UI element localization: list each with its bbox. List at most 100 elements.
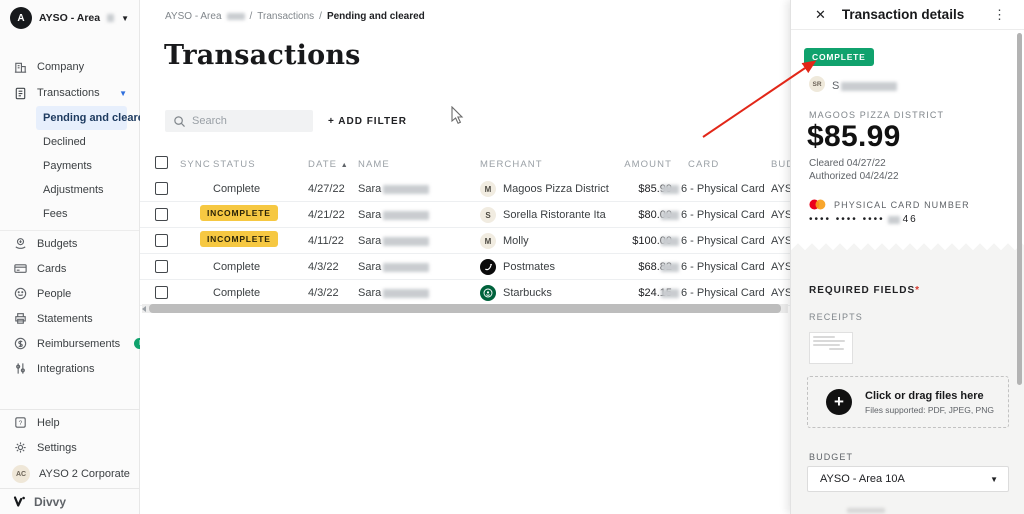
file-upload-dropzone[interactable]: + Click or drag files here Files support…	[807, 376, 1009, 428]
column-header-merchant[interactable]: MERCHANT	[480, 159, 543, 170]
upload-title: Click or drag files here	[865, 389, 984, 402]
breadcrumb-item[interactable]: Transactions	[257, 11, 315, 22]
horizontal-scrollbar-thumb[interactable]	[149, 304, 781, 313]
budgets-icon	[12, 236, 28, 252]
add-filter-button[interactable]: + ADD FILTER	[328, 116, 407, 127]
budget-cell: AYSO	[771, 183, 790, 195]
breadcrumb-item-current: Pending and cleared	[326, 11, 425, 22]
table-header: SYNC STATUS DATE ▲ NAME MERCHANT AMOUNT …	[140, 152, 790, 176]
table-row[interactable]: INCOMPLETE 4/11/22 Sara M Molly $100.00 …	[140, 228, 790, 254]
card-cell: 6 - Physical Card	[661, 287, 765, 299]
sidebar-item-adjustments[interactable]: Adjustments	[36, 178, 127, 202]
breadcrumb: AYSO - Area / Transactions / Pending and…	[165, 11, 425, 22]
table-row[interactable]: Complete 4/3/22 Sara Starbucks $24.15 6 …	[140, 280, 790, 306]
card-number-label: PHYSICAL CARD NUMBER	[834, 199, 970, 210]
row-checkbox[interactable]	[155, 260, 168, 273]
budget-select[interactable]: AYSO - Area 10A ▼	[807, 466, 1009, 492]
sidebar-subitem-label: Adjustments	[43, 184, 104, 196]
breadcrumb-item[interactable]: AYSO - Area	[165, 11, 222, 22]
upload-subtitle: Files supported: PDF, JPEG, PNG	[865, 404, 994, 415]
card-cell: 6 - Physical Card	[661, 235, 765, 247]
sidebar-subitem-label: Fees	[43, 208, 68, 220]
merchant-avatar: M	[480, 181, 496, 197]
column-header-name[interactable]: NAME	[358, 159, 390, 170]
postmates-logo-icon	[480, 259, 496, 275]
account-switcher[interactable]: A AYSO - Area ▼	[0, 0, 139, 36]
starbucks-logo-icon	[480, 285, 496, 301]
sidebar-item-cards[interactable]: Cards	[0, 256, 139, 281]
sidebar-item-label: Transactions	[37, 87, 100, 99]
sidebar-item-label: Integrations	[37, 362, 95, 375]
plus-icon: +	[826, 389, 852, 415]
table-row[interactable]: Complete 4/3/22 Sara Postmates $68.82 6 …	[140, 254, 790, 280]
amount-cell: $80.00	[638, 209, 672, 221]
column-header-sync[interactable]: SYNC	[180, 159, 211, 170]
select-all-checkbox[interactable]	[155, 156, 168, 169]
sidebar-item-reimbursements[interactable]: Reimbursements NEW	[0, 331, 162, 356]
building-icon	[12, 59, 28, 75]
sidebar-item-corporate-account[interactable]: AC AYSO 2 Corporate	[0, 460, 139, 488]
sidebar-item-label: Company	[37, 61, 85, 73]
row-checkbox[interactable]	[155, 182, 168, 195]
redacted-account-name	[107, 14, 115, 22]
row-checkbox[interactable]	[155, 234, 168, 247]
brand-name: Divvy	[34, 494, 67, 509]
card-number-masked: •••• •••• •••• 46	[809, 214, 918, 225]
status-cell: INCOMPLETE	[200, 231, 278, 247]
account-name: AYSO - Area	[39, 12, 101, 24]
column-header-status[interactable]: STATUS	[213, 159, 256, 170]
sidebar-item-label: Help	[37, 416, 60, 429]
sidebar-item-payments[interactable]: Payments	[36, 154, 127, 178]
vertical-scrollbar-thumb[interactable]	[1017, 33, 1022, 385]
sidebar-item-people[interactable]: People	[0, 281, 139, 306]
search-box[interactable]	[165, 110, 313, 132]
table-row[interactable]: Complete 4/27/22 Sara M Magoos Pizza Dis…	[140, 176, 790, 202]
merchant-cell: Molly	[503, 235, 529, 247]
sidebar-item-help[interactable]: ? Help	[0, 410, 139, 435]
status-cell: INCOMPLETE	[200, 205, 278, 221]
receipts-label: RECEIPTS	[809, 312, 863, 322]
sidebar-item-budgets[interactable]: Budgets	[0, 231, 139, 256]
scroll-left-arrow[interactable]	[142, 306, 146, 312]
sidebar-subitem-label: Payments	[43, 160, 92, 172]
close-icon[interactable]: ✕	[815, 6, 826, 22]
sidebar-item-integrations[interactable]: Integrations	[0, 356, 139, 381]
sidebar-item-transactions[interactable]: Transactions ▼	[0, 80, 139, 106]
column-header-amount[interactable]: AMOUNT	[624, 159, 672, 170]
horizontal-scrollbar[interactable]	[142, 304, 788, 313]
panel-header: ✕ Transaction details ⋮	[791, 0, 1024, 30]
sliders-icon	[12, 361, 28, 377]
merchant-cell: Starbucks	[503, 287, 552, 299]
date-cell: 4/21/22	[308, 209, 345, 221]
name-cell: Sara	[358, 287, 430, 299]
search-input[interactable]	[192, 115, 302, 127]
panel-merchant-label: MAGOOS PIZZA DISTRICT	[809, 110, 945, 120]
row-checkbox[interactable]	[155, 286, 168, 299]
sidebar-item-settings[interactable]: Settings	[0, 435, 139, 460]
table-row[interactable]: INCOMPLETE 4/21/22 Sara S Sorella Ristor…	[140, 202, 790, 228]
required-fields-heading: REQUIRED FIELDS*	[809, 285, 921, 296]
budget-cell: AYSO	[771, 287, 790, 299]
sidebar-item-declined[interactable]: Declined	[36, 130, 127, 154]
column-header-card[interactable]: CARD	[688, 159, 720, 170]
status-cell: Complete	[213, 287, 261, 299]
receipt-thumbnail[interactable]	[809, 332, 853, 364]
chevron-down-icon: ▼	[119, 88, 127, 98]
merchant-avatar: M	[480, 233, 496, 249]
account-avatar: A	[10, 7, 32, 29]
column-header-date[interactable]: DATE ▲	[308, 159, 349, 170]
sidebar-item-pending-and-cleared[interactable]: Pending and cleared	[36, 106, 151, 130]
sidebar-item-label: Statements	[37, 312, 93, 325]
sidebar-item-label: Reimbursements	[37, 337, 121, 350]
kebab-menu-icon[interactable]: ⋮	[993, 6, 1006, 22]
status-cell: Complete	[213, 261, 261, 273]
sidebar-item-company[interactable]: Company	[0, 54, 139, 80]
row-checkbox[interactable]	[155, 208, 168, 221]
card-number-row: PHYSICAL CARD NUMBER	[809, 199, 970, 210]
column-header-budget[interactable]: BUDGET	[771, 159, 790, 170]
sidebar-item-fees[interactable]: Fees	[36, 202, 127, 226]
budget-cell: AYSO	[771, 235, 790, 247]
status-badge: COMPLETE	[804, 48, 874, 66]
brand-footer: Divvy	[0, 488, 139, 514]
sidebar-item-statements[interactable]: Statements	[0, 306, 139, 331]
